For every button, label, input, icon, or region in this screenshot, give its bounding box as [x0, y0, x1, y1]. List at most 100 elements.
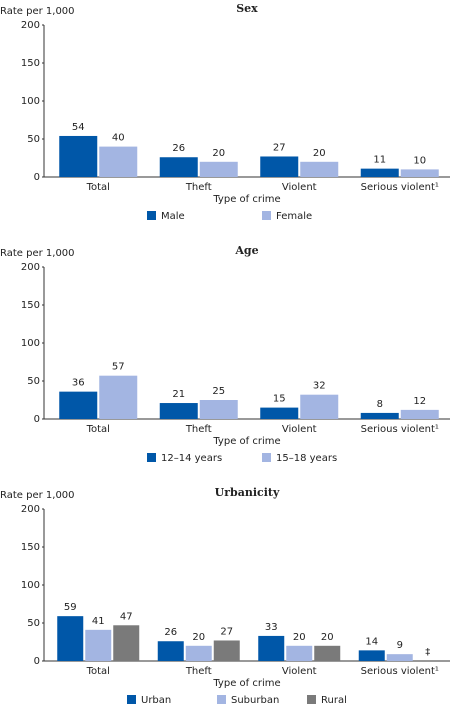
x-tick-label: Theft	[185, 182, 212, 193]
y-tick-label: 150	[21, 58, 40, 69]
legend-swatch	[307, 695, 316, 704]
bar	[358, 650, 385, 661]
y-axis-label: Rate per 1,000	[0, 490, 75, 501]
legend-label: Suburban	[231, 695, 279, 706]
x-tick-label: Total	[86, 182, 110, 193]
bar	[300, 394, 339, 419]
data-label: 20	[313, 148, 326, 159]
legend-swatch	[147, 211, 156, 220]
data-label: 59	[64, 602, 77, 613]
x-tick-label: Violent	[282, 666, 317, 677]
chart: Age Rate per 1,000 0 50 100 150 200 Total 36 57 Th…	[0, 244, 450, 464]
data-label: 15	[273, 394, 286, 405]
x-tick-label: Total	[86, 666, 110, 677]
bar	[99, 375, 138, 419]
data-label: 27	[273, 142, 286, 153]
legend-label: Urban	[141, 695, 171, 706]
data-label: 14	[365, 636, 378, 647]
data-label: 20	[321, 632, 334, 643]
bar	[113, 625, 140, 661]
y-axis-label: Rate per 1,000	[0, 248, 75, 259]
y-tick-label: 50	[27, 618, 40, 629]
chart: Urbanicity Rate per 1,000 0 50 100 150 200 Tota…	[0, 486, 450, 706]
data-label: 40	[112, 133, 125, 144]
bar	[157, 641, 184, 661]
bar	[260, 156, 299, 177]
y-tick-label: 150	[21, 542, 40, 553]
legend-swatch	[127, 695, 136, 704]
legend-swatch	[262, 453, 271, 462]
bar	[360, 168, 399, 177]
bar	[314, 645, 341, 661]
chart: Sex Rate per 1,000 0 50 100 150 200 Total 54 40 Th…	[0, 2, 450, 222]
bar	[85, 629, 112, 661]
data-label: 26	[164, 627, 177, 638]
data-label: 41	[92, 616, 105, 627]
bar	[159, 403, 198, 419]
y-tick-label: 0	[34, 414, 40, 425]
x-tick-label: Theft	[185, 666, 212, 677]
y-tick-label: 0	[34, 172, 40, 183]
bar	[213, 640, 240, 661]
legend-swatch	[147, 453, 156, 462]
legend-label: 15–18 years	[276, 453, 337, 464]
x-axis-label: Type of crime	[212, 678, 280, 689]
x-tick-label: Violent	[282, 424, 317, 435]
legend-swatch	[262, 211, 271, 220]
chart-title: Sex	[236, 2, 258, 15]
data-label: 32	[313, 381, 326, 392]
data-label: 20	[293, 632, 306, 643]
legend-swatch	[217, 695, 226, 704]
x-tick-label: Theft	[185, 424, 212, 435]
data-label: 54	[72, 122, 85, 133]
data-label: 33	[265, 622, 278, 633]
bar	[360, 412, 399, 419]
data-label: 36	[72, 378, 85, 389]
data-label: ‡	[425, 647, 430, 658]
data-label: 27	[220, 626, 233, 637]
bar	[199, 400, 238, 419]
bar	[99, 146, 138, 177]
bar	[159, 157, 198, 177]
legend-label: Rural	[321, 695, 347, 706]
legend-label: Male	[161, 211, 185, 222]
x-tick-label: Serious violent¹	[361, 424, 439, 435]
bar	[185, 645, 212, 661]
data-label: 20	[192, 632, 205, 643]
bar	[199, 161, 238, 177]
y-tick-label: 100	[21, 338, 40, 349]
bar	[258, 635, 285, 661]
chart-title: Age	[234, 244, 258, 257]
bar	[400, 409, 439, 419]
legend-label: 12–14 years	[161, 453, 222, 464]
bar	[300, 161, 339, 177]
chart-title: Urbanicity	[215, 486, 280, 499]
data-label: 10	[413, 155, 426, 166]
data-label: 12	[413, 396, 426, 407]
bar	[386, 654, 413, 661]
y-tick-label: 100	[21, 580, 40, 591]
y-tick-label: 100	[21, 96, 40, 107]
data-label: 21	[172, 389, 185, 400]
bar	[260, 407, 299, 419]
data-label: 9	[397, 640, 403, 651]
x-tick-label: Violent	[282, 182, 317, 193]
y-tick-label: 150	[21, 300, 40, 311]
legend-label: Female	[276, 211, 312, 222]
bar	[59, 391, 98, 419]
x-axis-label: Type of crime	[212, 194, 280, 205]
x-tick-label: Serious violent¹	[361, 666, 439, 677]
y-tick-label: 200	[21, 504, 40, 515]
data-label: 47	[120, 611, 133, 622]
bar	[286, 645, 313, 661]
data-label: 57	[112, 362, 125, 373]
data-label: 20	[212, 148, 225, 159]
data-label: 25	[212, 386, 225, 397]
bar	[400, 169, 439, 177]
x-axis-label: Type of crime	[212, 436, 280, 447]
y-tick-label: 200	[21, 20, 40, 31]
y-tick-label: 50	[27, 134, 40, 145]
x-tick-label: Serious violent¹	[361, 182, 439, 193]
y-tick-label: 50	[27, 376, 40, 387]
